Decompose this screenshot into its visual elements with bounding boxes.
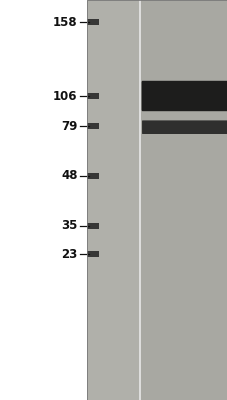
Bar [86,0,227,400]
Bar [86,173,99,179]
Bar [86,123,99,129]
Bar [86,0,140,400]
FancyBboxPatch shape [141,81,227,111]
Bar [86,19,99,25]
Bar [86,93,99,99]
Text: 158: 158 [53,16,77,28]
Bar [86,251,99,257]
Text: 23: 23 [61,248,77,260]
Bar [140,0,227,400]
Text: 48: 48 [61,170,77,182]
FancyBboxPatch shape [141,120,227,134]
Text: 106: 106 [53,90,77,102]
Bar [86,223,99,229]
Text: 35: 35 [61,220,77,232]
Text: 79: 79 [61,120,77,132]
